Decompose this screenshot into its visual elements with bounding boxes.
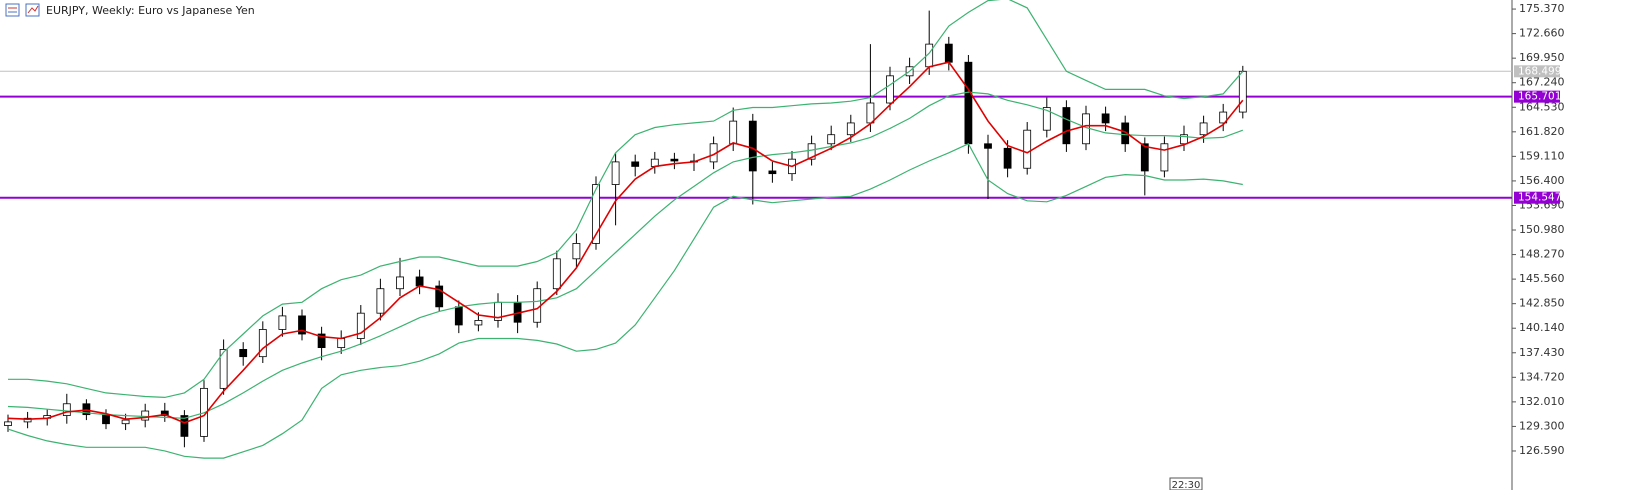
candle-body	[474, 320, 483, 326]
indicator-line	[8, 0, 1244, 399]
y-tick-label: 172.660	[1519, 27, 1565, 40]
candle-body	[121, 419, 130, 425]
candle-body	[298, 315, 306, 335]
candle-body	[160, 410, 169, 416]
y-tick-label: 134.720	[1519, 370, 1565, 383]
current-price-box	[1514, 65, 1560, 78]
candle-body	[1238, 70, 1247, 113]
candle-body	[435, 285, 444, 308]
candle-body	[846, 122, 855, 136]
candle-body	[1101, 113, 1110, 124]
candle-body	[944, 43, 953, 63]
candle-body	[1121, 122, 1130, 145]
candle-body	[258, 329, 267, 358]
candle-body	[23, 417, 32, 423]
candle-body	[239, 349, 248, 358]
level-box	[1514, 191, 1560, 204]
y-tick-label: 137.430	[1519, 346, 1565, 359]
candle-body	[396, 276, 404, 290]
candle-body	[748, 120, 757, 172]
candle-body	[552, 258, 561, 290]
y-tick-label: 150.980	[1519, 223, 1565, 236]
y-tick-label: 164.530	[1519, 100, 1565, 113]
current-price-label: 168.499	[1518, 65, 1561, 77]
y-tick-label: 126.590	[1519, 444, 1565, 457]
candle-body	[337, 338, 346, 349]
candle-body	[62, 403, 71, 416]
candle-body	[180, 415, 189, 437]
level-box	[1514, 90, 1560, 103]
candle-body	[592, 184, 600, 244]
candle-body	[1082, 113, 1090, 145]
y-tick-label: 132.010	[1519, 395, 1565, 408]
y-tick-label: 129.300	[1519, 419, 1565, 432]
indicator-line	[7, 91, 1244, 419]
candle-body	[1140, 143, 1149, 172]
candle-body	[670, 158, 679, 162]
y-tick-label: 175.370	[1519, 2, 1565, 15]
candle-body	[219, 349, 228, 389]
candle-body	[454, 306, 463, 326]
candles	[4, 10, 1247, 448]
y-tick-label: 148.270	[1519, 248, 1565, 261]
y-tick-label: 167.240	[1519, 76, 1565, 89]
candle-body	[102, 414, 110, 425]
y-tick-label: 159.110	[1519, 149, 1565, 162]
candle-body	[141, 410, 150, 421]
candle-body	[82, 403, 91, 416]
candle-body	[984, 143, 992, 149]
y-tick-label: 142.850	[1519, 297, 1565, 310]
candle-body	[964, 61, 973, 145]
candle-body	[376, 288, 385, 314]
level-label: 165.701	[1518, 91, 1561, 103]
y-tick-label: 140.140	[1519, 321, 1565, 334]
y-tick-label: 156.400	[1519, 174, 1565, 187]
candle-body	[768, 170, 777, 175]
candle-body	[1160, 143, 1169, 172]
level-label: 154.547	[1518, 192, 1561, 204]
candle-body	[317, 333, 326, 349]
candle-body	[631, 161, 640, 167]
candle-body	[827, 134, 836, 145]
candle-body	[886, 75, 894, 104]
y-tick-label: 169.950	[1519, 51, 1565, 64]
candle-body	[1003, 147, 1012, 169]
indicator-line	[7, 143, 1243, 459]
candle-body	[572, 243, 581, 260]
candle-body	[866, 102, 875, 124]
candle-body	[1199, 122, 1208, 136]
indicator-line	[7, 61, 1244, 424]
candle-body	[415, 276, 424, 287]
candle-body	[1023, 129, 1032, 169]
candle-body	[278, 315, 287, 330]
y-tick-label: 145.560	[1519, 272, 1565, 285]
time-label: 22:30	[1172, 480, 1201, 490]
candle-body	[1062, 107, 1071, 145]
candle-body	[4, 421, 12, 426]
y-tick-label: 161.820	[1519, 125, 1565, 138]
candle-body	[729, 120, 738, 145]
candle-body	[1180, 134, 1188, 145]
chart-title: EURJPY, Weekly: Euro vs Japanese Yen	[46, 4, 255, 17]
candle-body	[1219, 111, 1228, 124]
candle-body	[1042, 107, 1051, 131]
candle-body	[807, 143, 816, 160]
candle-body	[356, 312, 365, 339]
candle-body	[611, 161, 620, 185]
toolbar-icons	[5, 3, 40, 17]
